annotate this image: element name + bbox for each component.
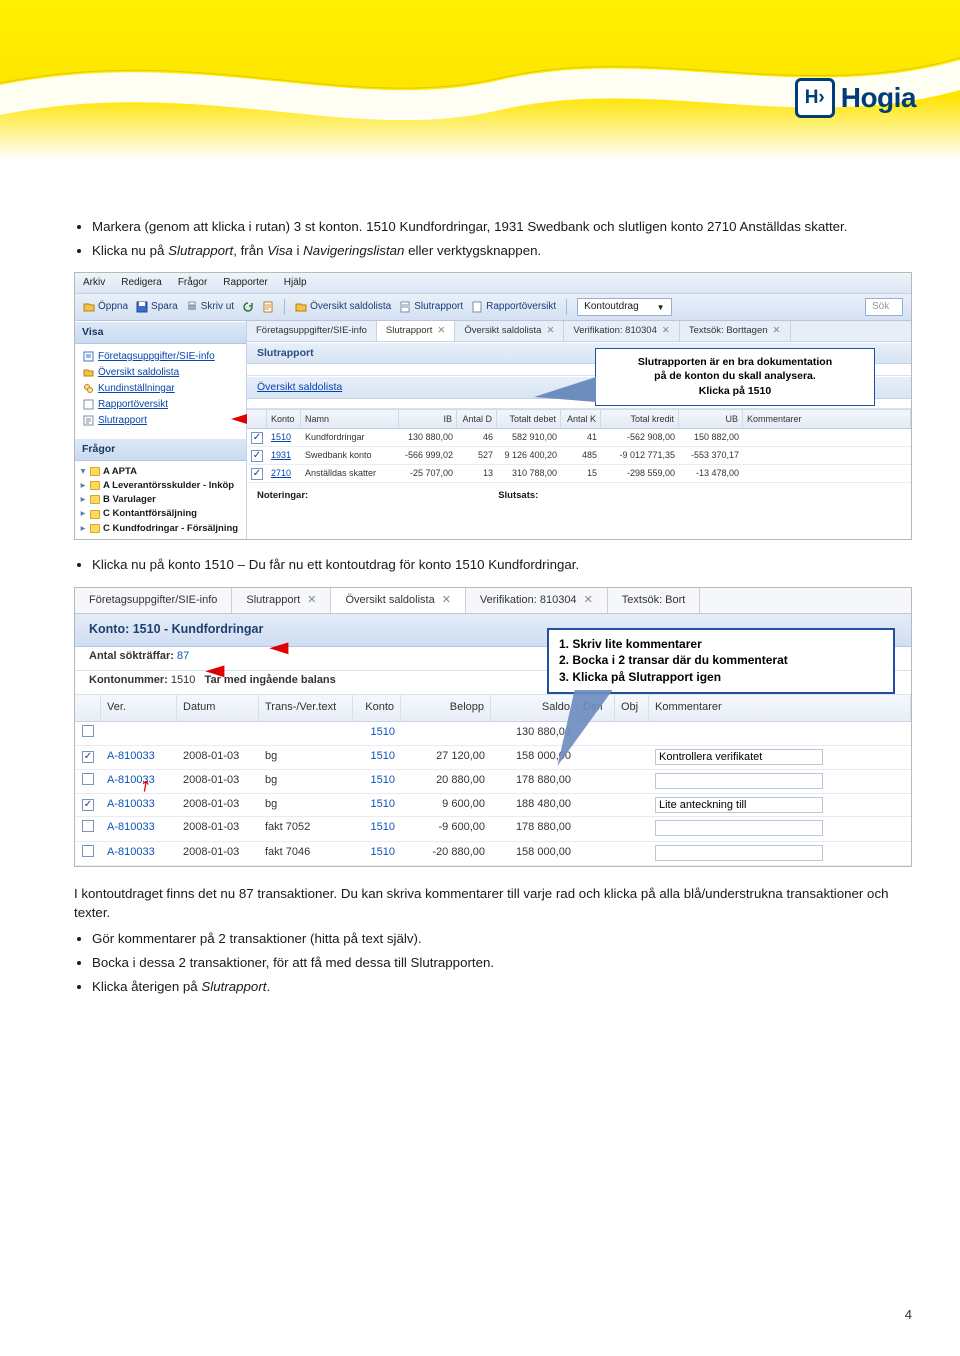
page-header: H› Hogia xyxy=(0,0,960,160)
brand-name: Hogia xyxy=(841,82,916,114)
main-panel: Företagsuppgifter/SIE-infoSlutrapport✕Öv… xyxy=(247,321,911,539)
tab[interactable]: Översikt saldolista✕ xyxy=(455,321,564,340)
menu-item[interactable]: Redigera xyxy=(121,277,162,288)
table-row[interactable]: ✓1931Swedbank konto-566 999,025279 126 4… xyxy=(247,447,911,465)
table-row[interactable]: ✓2710Anställdas skatter-25 707,0013310 7… xyxy=(247,465,911,483)
nav-link[interactable]: Slutrapport xyxy=(83,414,240,428)
screenshot-kontoutdrag: Företagsuppgifter/SIE-infoSlutrapport✕Öv… xyxy=(74,587,912,867)
menu-item[interactable]: Hjälp xyxy=(284,277,307,288)
table-row[interactable]: A-8100332008-01-03bg151020 880,00178 880… xyxy=(75,770,911,794)
close-icon[interactable]: ✕ xyxy=(437,324,445,337)
close-icon[interactable]: ✕ xyxy=(442,593,451,608)
nav-link[interactable]: Översikt saldolista xyxy=(83,366,240,380)
intro-bullets: Markera (genom att klicka i rutan) 3 st … xyxy=(74,218,908,260)
bottom-paragraph: I kontoutdraget finns det nu 87 transakt… xyxy=(74,885,908,922)
grid-body: ✓1510Kundfordringar130 880,0046582 910,0… xyxy=(247,429,911,483)
tree-item[interactable]: ▸C Kontantförsäljning xyxy=(79,507,242,520)
table-row[interactable]: A-8100332008-01-03fakt 70461510-20 880,0… xyxy=(75,842,911,866)
nav-link[interactable]: Rapportöversikt xyxy=(83,398,240,412)
grid-header: Konto Namn IB Antal D Totalt debet Antal… xyxy=(247,409,911,430)
close-icon[interactable]: ✕ xyxy=(773,324,781,337)
grid2-body: 1510130 880,00✓A-8100332008-01-03bg15102… xyxy=(75,722,911,866)
kontoutdrag-dropdown[interactable]: Kontoutdrag▼ xyxy=(577,298,671,316)
tab[interactable]: Företagsuppgifter/SIE-info xyxy=(247,321,377,340)
comment-input[interactable] xyxy=(655,773,823,789)
bullet-item: Gör kommentarer på 2 transaktioner (hitt… xyxy=(92,930,908,949)
menu-item[interactable]: Arkiv xyxy=(83,277,105,288)
tab-strip: Företagsuppgifter/SIE-infoSlutrapport✕Öv… xyxy=(247,321,911,341)
menu-item[interactable]: Frågor xyxy=(178,277,207,288)
table-row[interactable]: ✓A-8100332008-01-03bg15109 600,00188 480… xyxy=(75,794,911,817)
mid-bullet: Klicka nu på konto 1510 – Du får nu ett … xyxy=(92,556,908,575)
doc-icon[interactable] xyxy=(262,301,274,313)
table-row[interactable]: ✓1510Kundfordringar130 880,0046582 910,0… xyxy=(247,429,911,447)
search-input[interactable]: Sök xyxy=(865,298,903,316)
close-icon[interactable]: ✕ xyxy=(662,324,670,337)
rapportoversikt-button[interactable]: Rapportöversikt xyxy=(471,300,556,314)
tab[interactable]: Företagsuppgifter/SIE-info xyxy=(75,588,232,613)
tab[interactable]: Verifikation: 810304✕ xyxy=(466,588,608,613)
red-arrow-slutrapport xyxy=(231,414,247,424)
tab-strip-2: Företagsuppgifter/SIE-infoSlutrapport✕Öv… xyxy=(75,588,911,614)
visa-panel-head: Visa xyxy=(75,321,246,344)
page-number: 4 xyxy=(905,1307,912,1322)
open-button[interactable]: Öppna xyxy=(83,300,128,314)
bottom-bullets: Gör kommentarer på 2 transaktioner (hitt… xyxy=(74,930,908,996)
close-icon[interactable]: ✕ xyxy=(307,593,316,608)
grid2-header: Ver. Datum Trans-/Ver.text Konto Belopp … xyxy=(75,695,911,721)
screenshot-slutrapport: Arkiv Redigera Frågor Rapporter Hjälp Öppna … xyxy=(74,272,912,540)
oversikt-saldolista-button[interactable]: Översikt saldolista xyxy=(295,300,391,314)
menubar: Arkiv Redigera Frågor Rapporter Hjälp xyxy=(75,273,911,294)
tree-item[interactable]: ▸C Kundfodringar - Försäljning xyxy=(79,522,242,535)
visa-panel: Företagsuppgifter/SIE-info Översikt saldo… xyxy=(75,344,246,438)
print-button[interactable]: Skriv ut xyxy=(186,300,234,314)
tab[interactable]: Översikt saldolista✕ xyxy=(331,588,465,613)
footer-labels: Noteringar:Slutsats: xyxy=(247,483,911,508)
bullet-item: Markera (genom att klicka i rutan) 3 st … xyxy=(92,218,908,237)
tree-item[interactable]: ▾A APTA xyxy=(79,465,242,478)
menu-item[interactable]: Rapporter xyxy=(223,277,267,288)
tab[interactable]: Textsök: Bort xyxy=(608,588,701,613)
mid-bullets: Klicka nu på konto 1510 – Du får nu ett … xyxy=(74,556,908,575)
tab[interactable]: Verifikation: 810304✕ xyxy=(564,321,679,340)
left-nav: Visa Företagsuppgifter/SIE-info Översikt … xyxy=(75,321,247,539)
table-row[interactable]: ✓A-8100332008-01-03bg151027 120,00158 00… xyxy=(75,746,911,769)
tab[interactable]: Slutrapport✕ xyxy=(377,321,455,340)
toolbar: Öppna Spara Skriv ut Översikt saldolista… xyxy=(75,294,911,321)
nav-link[interactable]: Kundinställningar xyxy=(83,382,240,396)
tab[interactable]: Textsök: Borttagen✕ xyxy=(680,321,791,340)
brand-badge: H› xyxy=(795,78,835,118)
comment-input[interactable] xyxy=(655,797,823,813)
bullet-item: Bocka i dessa 2 transaktioner, för att f… xyxy=(92,954,908,973)
red-arrow-head: ◄ xyxy=(263,634,295,662)
tab[interactable]: Slutrapport✕ xyxy=(232,588,331,613)
nav-link[interactable]: Företagsuppgifter/SIE-info xyxy=(83,350,240,364)
tree-item[interactable]: ▸A Leverantörsskulder - Inköp xyxy=(79,479,242,492)
close-icon[interactable]: ✕ xyxy=(546,324,554,337)
bullet-item: Klicka nu på Slutrapport, från Visa i Na… xyxy=(92,242,908,261)
brand-logo: H› Hogia xyxy=(795,78,916,118)
tree-item[interactable]: ▸B Varulager xyxy=(79,493,242,506)
table-row[interactable]: A-8100332008-01-03fakt 70521510-9 600,00… xyxy=(75,817,911,841)
save-button[interactable]: Spara xyxy=(136,300,178,314)
comment-input[interactable] xyxy=(655,749,823,765)
bullet-item: Klicka återigen på Slutrapport. xyxy=(92,978,908,997)
page-content: Markera (genom att klicka i rutan) 3 st … xyxy=(74,218,908,1006)
fragor-panel-head: Frågor xyxy=(75,438,246,461)
red-arrow-hits: ◄ xyxy=(199,657,231,685)
close-icon[interactable]: ✕ xyxy=(584,593,593,608)
comment-input[interactable] xyxy=(655,845,823,861)
comment-input[interactable] xyxy=(655,820,823,836)
table-row[interactable]: 1510130 880,00 xyxy=(75,722,911,746)
refresh-icon[interactable] xyxy=(242,301,254,313)
fragor-panel: ▾A APTA▸A Leverantörsskulder - Inköp▸B V… xyxy=(75,461,246,539)
callout-slutrapport: Slutrapporten är en bra dokumentation på… xyxy=(595,348,875,406)
slutrapport-button[interactable]: Slutrapport xyxy=(399,300,463,314)
callout-instructions: 1. Skriv lite kommentarer 2. Bocka i 2 t… xyxy=(547,628,895,694)
